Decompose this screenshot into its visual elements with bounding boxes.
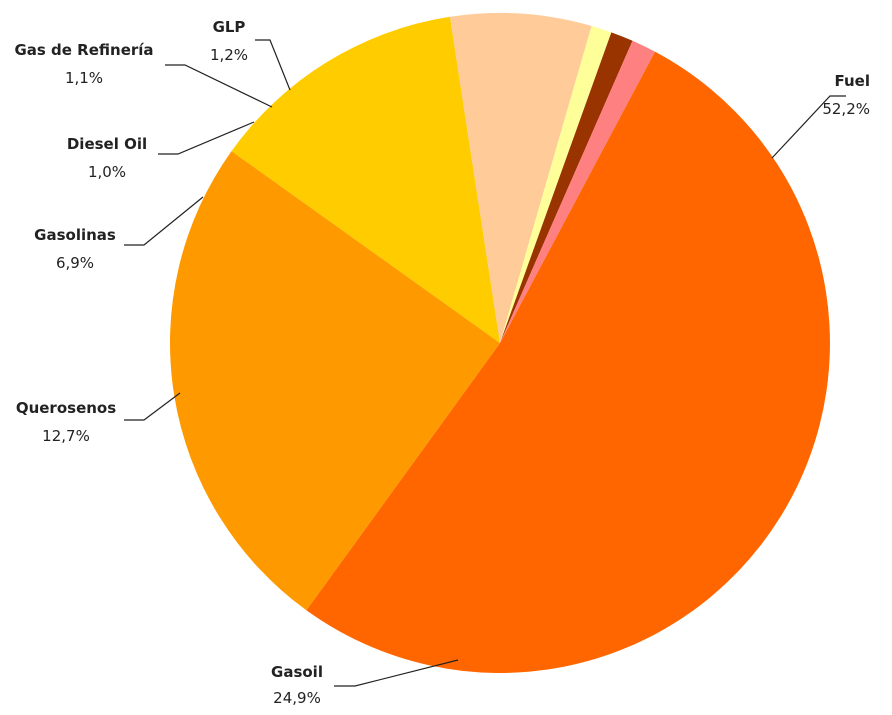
slice-value-label: 1,0%: [88, 163, 126, 181]
pie-slice-querosenos: [231, 16, 501, 344]
pie-slice-glp: [500, 40, 655, 343]
pie-slice-gas-de-refineria: [500, 32, 633, 343]
slice-value-label: 24,9%: [273, 689, 321, 707]
pie-slice-gasoil: [169, 151, 500, 611]
leader-lines: [124, 39, 846, 687]
pie-slice-diesel-oil: [500, 25, 612, 343]
leader-line-querosenos: [124, 392, 181, 421]
slice-category-label: GLP: [213, 18, 246, 36]
slice-value-label: 52,2%: [822, 100, 870, 118]
pie-slice-fuel: [306, 51, 830, 673]
leader-line-gasolinas: [124, 196, 204, 246]
leader-line-gasoil: [334, 659, 459, 687]
slice-value-label: 12,7%: [42, 427, 90, 445]
slice-category-label: Gas de Refinería: [14, 41, 153, 59]
pie-slice-gasolinas: [449, 12, 592, 344]
slice-category-label: Diesel Oil: [67, 135, 147, 153]
slice-value-label: 6,9%: [56, 254, 94, 272]
slice-category-label: Fuel: [835, 72, 871, 90]
slice-value-label: 1,2%: [210, 46, 248, 64]
leader-line-gas-de-refineria: [165, 64, 273, 108]
leader-line-glp: [255, 39, 291, 91]
slice-labels: Fuel 52,2% Gasoil 24,9% Querosenos 12,7% Gasol…: [14, 18, 870, 707]
slice-category-label: Querosenos: [16, 399, 116, 417]
slice-category-label: Gasolinas: [34, 226, 116, 244]
slice-category-label: Gasoil: [271, 663, 323, 681]
leader-line-diesel-oil: [158, 121, 255, 155]
slice-value-label: 1,1%: [65, 69, 103, 87]
leader-line-fuel: [771, 95, 846, 159]
pie-slices: [169, 12, 830, 673]
